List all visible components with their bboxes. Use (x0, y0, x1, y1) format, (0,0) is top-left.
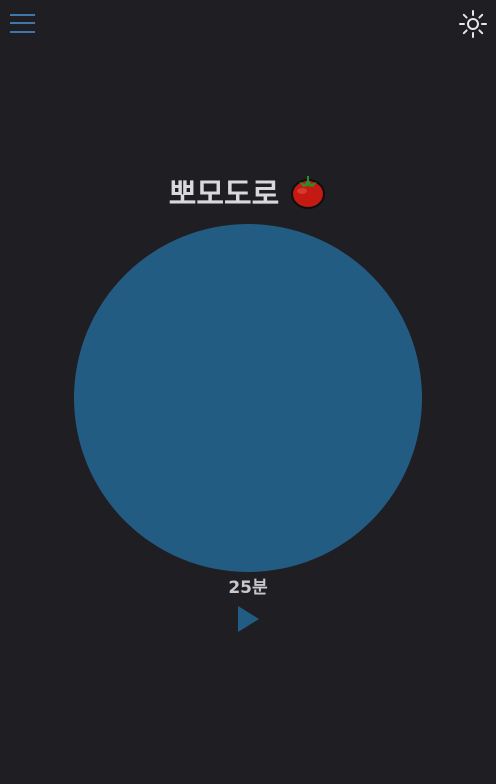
hamburger-menu-icon[interactable] (10, 12, 36, 36)
duration-label: 25분 (228, 578, 268, 598)
sun-icon[interactable] (458, 9, 488, 39)
menu-line (10, 14, 35, 16)
tomato-icon (289, 172, 327, 210)
menu-line (10, 31, 35, 33)
page-title: 뽀모도로 (0, 172, 496, 216)
play-icon[interactable] (238, 606, 260, 632)
title-text: 뽀모도로 (168, 177, 280, 212)
menu-line (10, 22, 35, 24)
timer-circle[interactable] (74, 224, 422, 572)
